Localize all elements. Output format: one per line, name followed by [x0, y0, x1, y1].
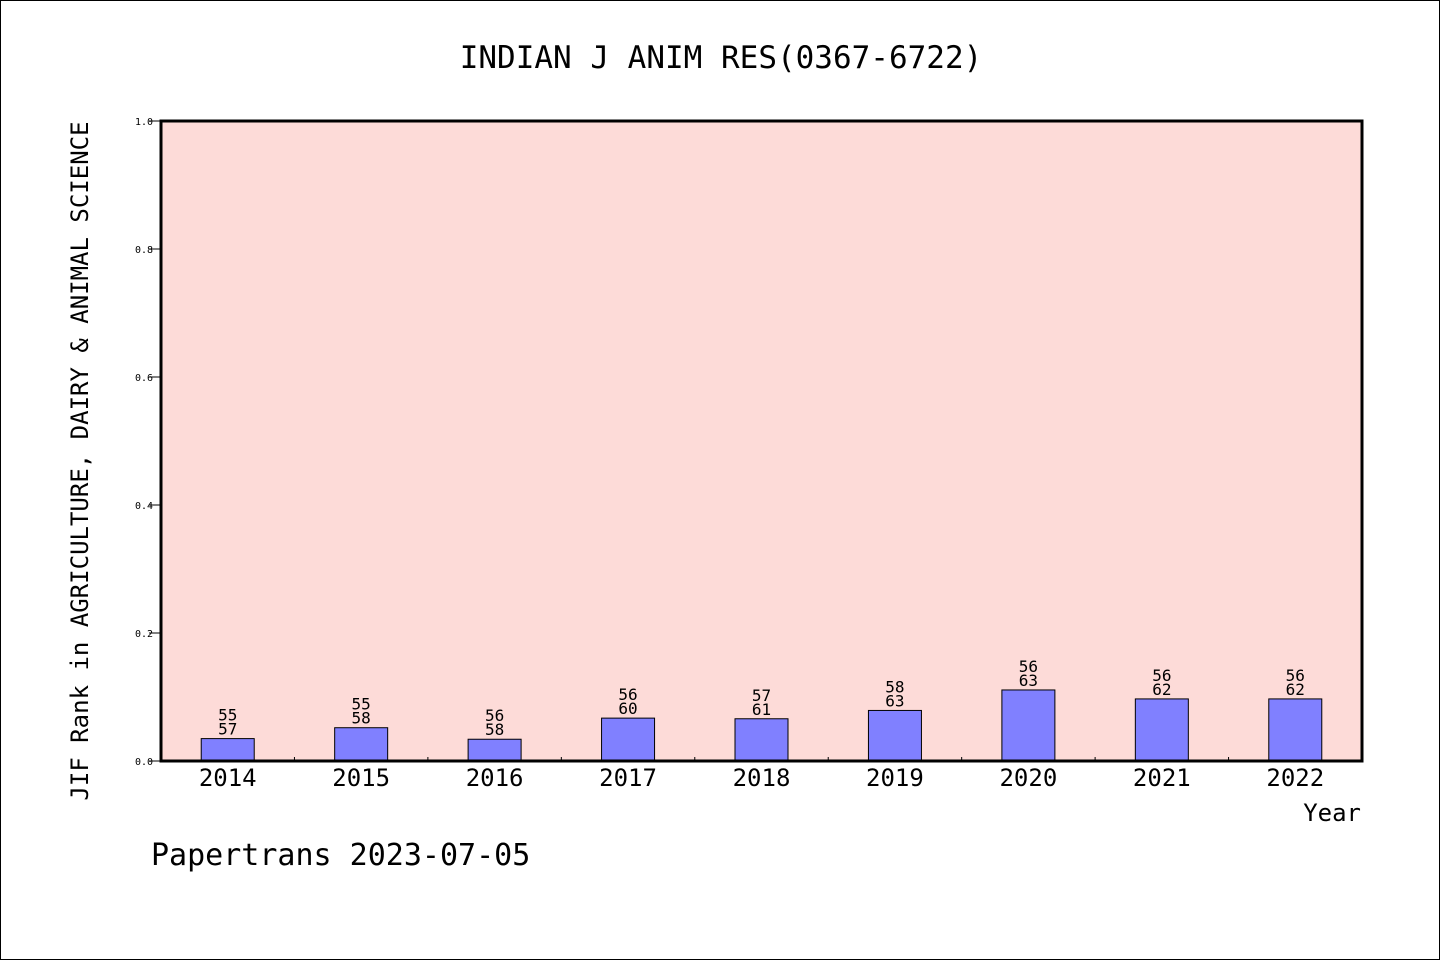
x-tick-label: 2016	[466, 764, 524, 792]
x-axis-label: Year	[1303, 799, 1361, 827]
y-tick-label: 0.4	[135, 501, 153, 512]
x-tick-label: 2018	[733, 764, 791, 792]
total-label: 57	[218, 720, 237, 739]
bar-2020	[1001, 689, 1056, 762]
rank-label: 55	[218, 706, 237, 725]
x-axis-ticks: 2014 2015 2016 2017 2018 2019 2020 2021 2022	[199, 757, 1324, 792]
total-label: 62	[1286, 680, 1305, 699]
y-tick-label: 1.0	[135, 117, 153, 128]
footer-credit: Papertrans 2023-07-05	[151, 838, 530, 873]
rank-label: 56	[618, 685, 637, 704]
x-tick-label: 2019	[866, 764, 924, 792]
bar-2016	[467, 738, 522, 762]
rank-label: 56	[485, 706, 504, 725]
y-tick-label: 0.2	[135, 629, 153, 640]
total-label: 63	[885, 691, 904, 710]
chart-title: INDIAN J ANIM RES(0367-6722)	[460, 40, 983, 76]
y-axis-label: JIF Rank in AGRICULTURE, DAIRY & ANIMAL …	[66, 121, 94, 800]
total-label: 58	[485, 720, 504, 739]
total-label: 60	[618, 699, 637, 718]
bar-2015	[334, 727, 389, 762]
rank-label: 57	[752, 686, 771, 705]
bar-series	[200, 689, 1323, 762]
bar-2019	[867, 709, 922, 762]
rank-label: 58	[885, 677, 904, 696]
y-axis-ticks: 0.0 0.2 0.4 0.6 0.8 1.0	[135, 117, 161, 768]
x-tick-label: 2020	[999, 764, 1057, 792]
rank-label: 56	[1019, 657, 1038, 676]
bar-2021	[1134, 698, 1189, 762]
total-label: 62	[1152, 680, 1171, 699]
y-tick-label: 0.0	[135, 757, 153, 768]
plot-area	[161, 121, 1362, 761]
y-tick-label: 0.6	[135, 373, 153, 384]
x-tick-label: 2021	[1133, 764, 1191, 792]
rank-label: 55	[352, 695, 371, 714]
bar-2014	[200, 738, 255, 762]
bar-2017	[601, 717, 656, 762]
x-tick-label: 2017	[599, 764, 657, 792]
bar-2022	[1268, 698, 1323, 762]
bar-2018	[734, 718, 789, 762]
rank-label: 56	[1286, 666, 1305, 685]
x-tick-label: 2014	[199, 764, 257, 792]
plot-border	[159, 119, 1364, 763]
x-tick-label: 2015	[332, 764, 390, 792]
rank-label: 56	[1152, 666, 1171, 685]
y-tick-label: 0.8	[135, 245, 153, 256]
total-label: 58	[352, 709, 371, 728]
total-label: 63	[1019, 671, 1038, 690]
total-label: 61	[752, 700, 771, 719]
x-tick-label: 2022	[1266, 764, 1324, 792]
